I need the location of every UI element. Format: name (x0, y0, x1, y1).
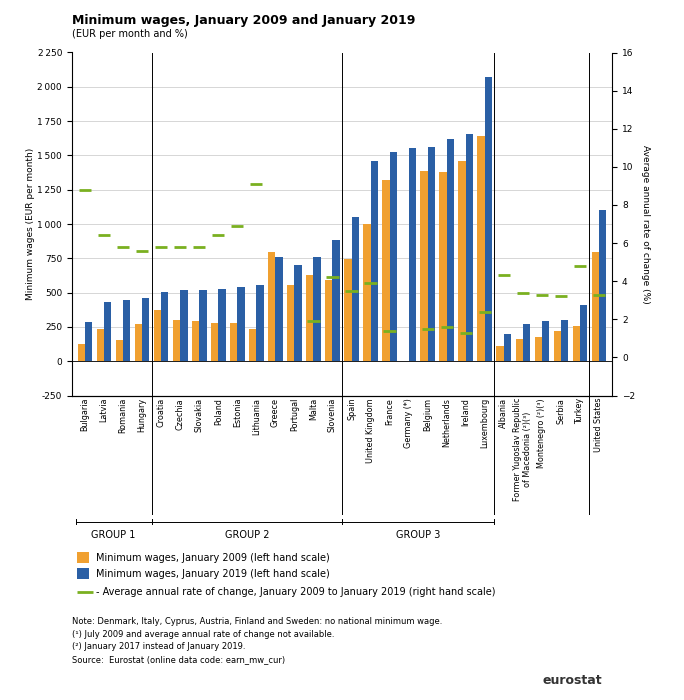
Text: Serbia: Serbia (556, 398, 565, 424)
Bar (78, 344, 85, 361)
Bar (542, 321, 549, 361)
Bar (485, 77, 492, 361)
Bar (363, 224, 371, 361)
Text: Poland: Poland (214, 398, 223, 425)
Text: Note: Denmark, Italy, Cyprus, Austria, Finland and Sweden: no national minimum w: Note: Denmark, Italy, Cyprus, Austria, F… (72, 617, 442, 664)
Text: Slovenia: Slovenia (328, 398, 337, 433)
Y-axis label: Average annual rate of change (%): Average annual rate of change (%) (641, 145, 650, 303)
Text: United Kingdom: United Kingdom (366, 398, 375, 463)
Bar (599, 210, 606, 361)
Bar (173, 321, 181, 361)
Text: Slovakia: Slovakia (195, 398, 204, 432)
Text: Minimum wages, January 2019 (left hand scale): Minimum wages, January 2019 (left hand s… (96, 569, 330, 579)
Text: Estonia: Estonia (233, 398, 242, 428)
Text: Turkey: Turkey (575, 398, 584, 424)
Bar (421, 171, 428, 361)
Bar (382, 180, 390, 361)
Bar (135, 324, 142, 361)
Text: Malta: Malta (309, 398, 318, 420)
Text: Former Yugoslav Republic
of Macedonia (²)(³): Former Yugoslav Republic of Macedonia (²… (513, 398, 532, 501)
Bar (497, 346, 503, 361)
Bar (276, 257, 282, 361)
Bar (123, 300, 131, 361)
Text: Belgium: Belgium (423, 398, 432, 431)
Bar (294, 265, 302, 361)
Text: United States: United States (594, 398, 603, 452)
Bar (154, 310, 161, 361)
Bar (116, 340, 123, 361)
Bar (439, 172, 447, 361)
Bar (503, 334, 511, 361)
Bar (390, 153, 397, 361)
Text: Croatia: Croatia (157, 398, 166, 427)
Bar (580, 304, 587, 361)
Bar (230, 323, 237, 361)
Bar (142, 298, 149, 361)
Bar (192, 321, 199, 361)
Bar (181, 290, 187, 361)
Bar (371, 161, 378, 361)
Bar (77, 568, 88, 579)
Bar (77, 552, 88, 563)
Bar (85, 322, 92, 361)
Text: Germany (*): Germany (*) (404, 398, 413, 448)
Bar (249, 330, 256, 361)
Bar (237, 287, 245, 361)
Text: GROUP 1: GROUP 1 (92, 531, 136, 540)
Text: Netherlands: Netherlands (442, 398, 451, 447)
Text: Hungary: Hungary (137, 398, 147, 432)
Bar (408, 148, 416, 361)
Bar (344, 258, 352, 361)
Text: (EUR per month and %): (EUR per month and %) (72, 29, 187, 39)
Bar (573, 326, 580, 361)
Text: Montenegro (²)(³): Montenegro (²)(³) (537, 398, 547, 468)
Bar (211, 323, 218, 361)
Bar (428, 147, 435, 361)
Bar (326, 281, 332, 361)
Text: Latvia: Latvia (100, 398, 109, 422)
Text: Romania: Romania (119, 398, 128, 433)
Text: eurostat: eurostat (542, 674, 602, 687)
Text: GROUP 3: GROUP 3 (396, 531, 440, 540)
Bar (592, 252, 599, 361)
Bar (268, 252, 276, 361)
Text: Albania: Albania (499, 398, 508, 428)
Bar (477, 136, 485, 361)
Text: Portugal: Portugal (290, 398, 299, 431)
Bar (161, 292, 168, 361)
Bar (332, 239, 340, 361)
Bar (199, 290, 207, 361)
Bar (218, 289, 226, 361)
Bar (104, 302, 111, 361)
Text: Greece: Greece (271, 398, 280, 427)
Bar (306, 274, 313, 361)
Bar (447, 139, 454, 361)
Text: Lithuania: Lithuania (252, 398, 261, 435)
Text: Bulgaria: Bulgaria (81, 398, 90, 431)
Bar (535, 337, 542, 361)
Text: Spain: Spain (347, 398, 356, 421)
Text: Luxembourg: Luxembourg (480, 398, 489, 448)
Bar (466, 134, 473, 361)
Text: - Average annual rate of change, January 2009 to January 2019 (right hand scale): - Average annual rate of change, January… (96, 587, 496, 597)
Bar (458, 160, 466, 361)
Bar (523, 324, 530, 361)
Y-axis label: Minimum wages (EUR per month): Minimum wages (EUR per month) (25, 148, 35, 300)
Text: Ireland: Ireland (461, 398, 470, 426)
Bar (553, 331, 561, 361)
Bar (97, 330, 104, 361)
Text: Czechia: Czechia (176, 398, 185, 430)
Bar (313, 257, 321, 361)
Bar (352, 217, 358, 361)
Bar (287, 285, 294, 361)
Bar (561, 320, 568, 361)
Text: France: France (385, 398, 394, 425)
Text: Minimum wages, January 2009 (left hand scale): Minimum wages, January 2009 (left hand s… (96, 553, 330, 563)
Bar (256, 285, 263, 361)
Text: GROUP 2: GROUP 2 (224, 531, 269, 540)
Bar (516, 339, 523, 361)
Text: Minimum wages, January 2009 and January 2019: Minimum wages, January 2009 and January … (72, 14, 415, 27)
